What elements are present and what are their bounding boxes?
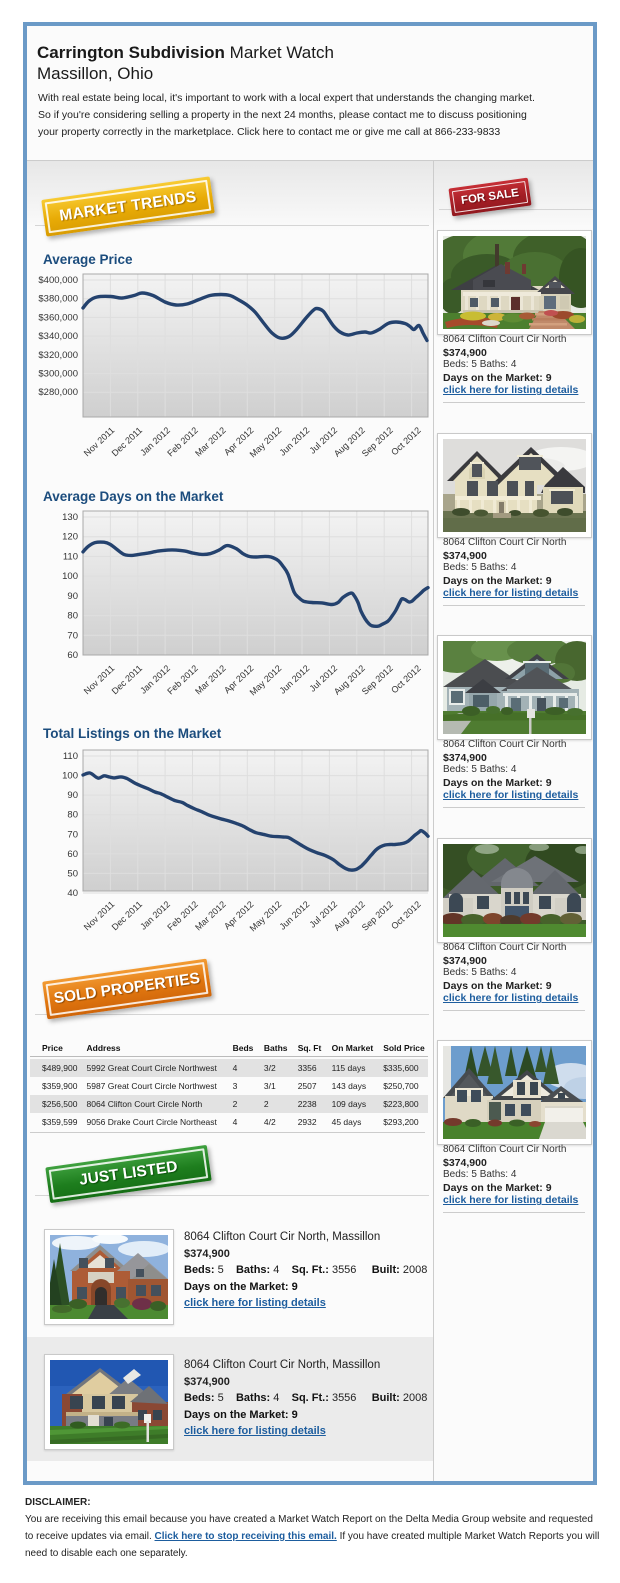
svg-text:Sep 2012: Sep 2012 xyxy=(360,425,395,459)
svg-text:120: 120 xyxy=(62,532,78,543)
svg-text:$320,000: $320,000 xyxy=(38,350,78,361)
svg-text:Dec 2011: Dec 2011 xyxy=(110,663,145,696)
svg-text:$400,000: $400,000 xyxy=(38,275,78,286)
svg-text:60: 60 xyxy=(67,650,78,661)
svg-text:Oct 2012: Oct 2012 xyxy=(389,899,423,931)
svg-text:70: 70 xyxy=(67,630,78,641)
svg-text:70: 70 xyxy=(67,829,78,840)
svg-text:130: 130 xyxy=(62,512,78,523)
svg-text:Oct 2012: Oct 2012 xyxy=(389,663,423,695)
svg-text:Mar 2012: Mar 2012 xyxy=(193,899,228,932)
svg-text:Oct 2012: Oct 2012 xyxy=(389,425,423,457)
svg-text:80: 80 xyxy=(67,611,78,622)
svg-text:$380,000: $380,000 xyxy=(38,294,78,305)
svg-text:Mar 2012: Mar 2012 xyxy=(193,425,228,458)
svg-text:90: 90 xyxy=(67,790,78,801)
svg-text:Jun 2012: Jun 2012 xyxy=(277,425,311,458)
svg-text:Dec 2011: Dec 2011 xyxy=(110,425,145,458)
svg-text:$360,000: $360,000 xyxy=(38,312,78,323)
svg-text:90: 90 xyxy=(67,591,78,602)
svg-text:$280,000: $280,000 xyxy=(38,387,78,398)
svg-text:Mar 2012: Mar 2012 xyxy=(193,663,228,696)
svg-text:Sep 2012: Sep 2012 xyxy=(360,663,395,697)
svg-text:$340,000: $340,000 xyxy=(38,331,78,342)
svg-text:Jun 2012: Jun 2012 xyxy=(277,663,311,696)
svg-text:40: 40 xyxy=(67,888,78,899)
svg-text:Jun 2012: Jun 2012 xyxy=(277,899,311,932)
svg-text:100: 100 xyxy=(62,771,78,782)
svg-text:Dec 2011: Dec 2011 xyxy=(110,899,145,932)
svg-text:50: 50 xyxy=(67,868,78,879)
svg-text:110: 110 xyxy=(63,551,78,562)
svg-text:Sep 2012: Sep 2012 xyxy=(360,899,395,933)
svg-text:$300,000: $300,000 xyxy=(38,369,78,380)
svg-text:100: 100 xyxy=(62,571,78,582)
svg-text:60: 60 xyxy=(67,849,78,860)
svg-text:110: 110 xyxy=(63,751,78,762)
svg-text:80: 80 xyxy=(67,810,78,821)
